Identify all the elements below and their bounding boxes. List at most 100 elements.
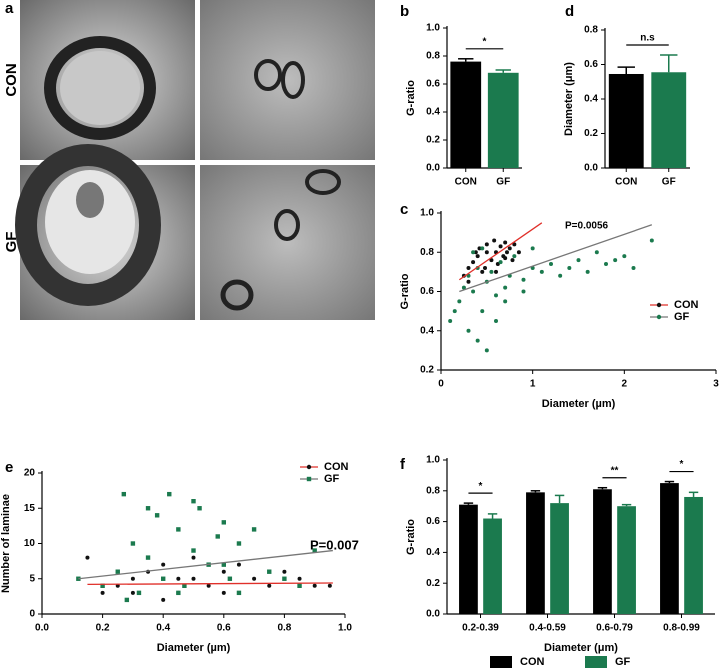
y-tick-label: 0.0 [584,163,598,174]
chart-panel: c 0.2 0.4 0.6 0.8 1.0 G-ratio Diameter (µm) P=0.… [399,201,719,410]
point [510,258,515,263]
y-tick-label: 0.4 [426,107,440,118]
y-tick-label: 0.4 [584,94,598,105]
point [145,555,151,560]
panel-letter: d [565,3,574,20]
chart-panel: d 0.0 0.2 0.4 0.6 0.8 Diameter (μm) CON GF n.s [563,3,690,188]
point [221,520,226,525]
point [471,289,476,294]
point [461,285,466,290]
point [297,576,302,581]
point [484,250,489,255]
y-tick-label: 20 [24,468,36,479]
bar [459,504,478,614]
y-tick-label: 1.0 [420,208,434,219]
significance-label: * [479,481,483,492]
x-axis-label: Diameter (µm) [157,642,231,654]
y-tick-label: 0.6 [420,286,434,297]
point [130,576,135,581]
y-tick-label: 0.4 [426,547,440,558]
point [252,576,257,581]
point [631,265,636,270]
row-label: CON [3,63,20,96]
point [492,238,497,243]
row-label: GF [3,232,20,253]
point [121,491,127,497]
point [176,576,181,581]
y-tick-label: 0.2 [420,365,434,376]
point [604,262,608,267]
myelin-sheath [254,59,282,91]
y-tick-label: 5 [29,573,35,584]
y-tick-label: 0.0 [426,163,440,174]
point [477,246,482,251]
panel-letter: f [400,456,406,473]
point [489,258,494,263]
point [312,548,317,553]
x-tick-label: 1 [530,379,536,390]
point [576,258,581,263]
point [145,506,151,511]
myelin-sheath [274,209,300,241]
myelin-sheath [305,169,341,195]
x-tick-label: GF [496,177,510,188]
legend-marker [656,314,662,320]
point [503,299,508,304]
x-tick-label: 2 [622,379,628,390]
point [227,576,233,581]
point [539,269,544,274]
y-tick-label: 0.2 [426,135,440,146]
y-tick-label: 0.6 [426,516,440,527]
point [130,590,135,595]
point [498,244,503,249]
point [100,590,105,595]
point [176,527,181,532]
point [466,265,471,270]
myelin-sheath [281,61,305,99]
x-axis-label: Diameter (µm) [542,398,616,410]
panel-letter: b [400,3,409,20]
point [215,534,220,539]
legend-marker [306,476,312,482]
y-tick-label: 1.0 [426,455,440,466]
point [480,246,485,251]
y-tick-label: 10 [24,538,36,549]
point [282,569,287,574]
point [182,583,187,588]
y-axis-label: G-ratio [405,80,417,116]
y-tick-label: 0 [29,609,35,620]
significance-label: * [680,459,684,470]
point [503,240,508,245]
bar [684,496,703,614]
point [154,513,160,518]
y-axis-label: Diameter (μm) [563,62,575,136]
point [312,583,317,588]
bar [550,503,569,614]
point [622,254,627,259]
point [585,269,590,274]
point [594,250,599,255]
legend-label: CON [520,656,545,668]
point [484,348,489,353]
point [494,269,498,274]
y-tick-label: 0.6 [426,79,440,90]
bar [483,518,502,614]
x-tick-label: 0.0 [35,623,49,634]
fit-line [87,582,333,586]
x-tick-label: CON [615,177,637,188]
axon [45,170,135,274]
point [516,250,521,255]
y-axis-label: G-ratio [399,273,411,309]
point [483,265,487,270]
point [161,597,166,602]
legend-swatch [585,656,607,668]
point [161,562,166,567]
chart-panel: b 0.0 0.2 0.4 0.6 0.8 1.0 G-ratio CON GF * [400,3,522,188]
bar [617,506,636,614]
x-axis-label: Diameter (μm) [544,642,618,654]
point [176,590,181,596]
x-tick-label: 0.4 [156,623,170,634]
point [494,318,498,323]
panel-letter: c [400,201,408,218]
